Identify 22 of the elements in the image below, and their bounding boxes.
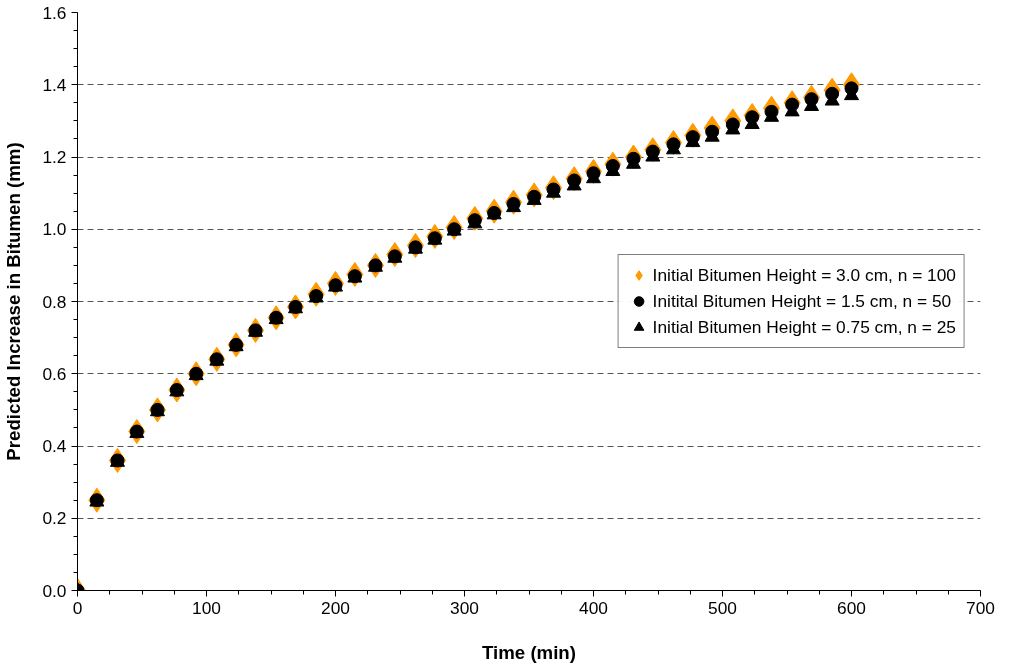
x-tick-label: 200 xyxy=(321,597,350,618)
x-tick-label: 300 xyxy=(450,597,479,618)
x-tick-label: 100 xyxy=(192,597,221,618)
x-tick-label: 0 xyxy=(72,597,83,618)
y-tick-label: 1.2 xyxy=(42,147,67,167)
y-tick-label: 0.0 xyxy=(42,580,67,601)
x-tick-label: 600 xyxy=(837,597,866,618)
y-axis-title: Predicted Increase in Bitumen (mm) xyxy=(3,142,25,461)
y-tick-label: 0.2 xyxy=(42,508,67,529)
x-tick-label: 400 xyxy=(579,597,608,618)
y-tick-label: 1.4 xyxy=(42,74,67,95)
x-axis-title: Time (min) xyxy=(482,641,576,663)
y-tick-label: 1.6 xyxy=(42,2,67,23)
y-tick-label: 0.4 xyxy=(42,436,67,456)
legend-label: Initital Bitumen Height = 1.5 cm, n = 50 xyxy=(652,289,952,313)
x-tick-label: 700 xyxy=(966,597,995,618)
y-tick-label: 0.8 xyxy=(42,291,67,312)
x-tick-label: 500 xyxy=(708,597,737,618)
legend-label: Initial Bitumen Height = 0.75 cm, n = 25 xyxy=(652,315,956,339)
legend-label: Initial Bitumen Height = 3.0 cm, n = 100 xyxy=(652,263,956,287)
y-tick-label: 0.6 xyxy=(42,363,67,384)
y-tick-label: 1.0 xyxy=(42,219,67,240)
